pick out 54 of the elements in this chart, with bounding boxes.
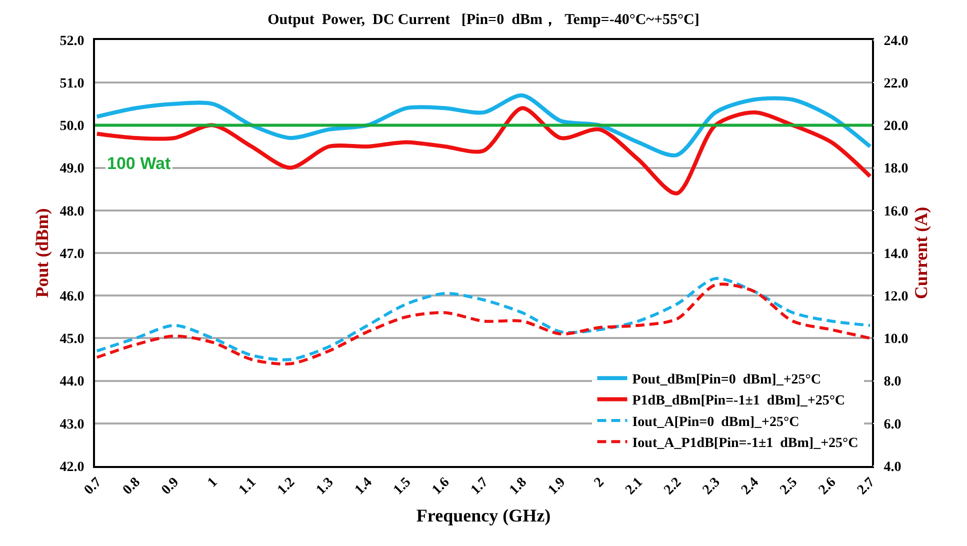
y2-tick-label: 12.0 [884, 290, 908, 304]
line-series [95, 93, 872, 158]
x-tick-label: 1.1 [236, 474, 260, 498]
y2-tick-label: 6.0 [884, 417, 902, 432]
x-tick-label: 2.5 [778, 474, 801, 498]
x-tick-label: 1.2 [275, 474, 298, 498]
y2-tick-label: 14.0 [884, 246, 908, 262]
x-tick-label: 2.6 [816, 474, 840, 498]
legend-label: Iout_A[Pin=0 dBm]_+25°C [632, 414, 800, 430]
x-tick-label: 2.4 [738, 474, 762, 498]
y-tick-label: 43.0 [60, 417, 84, 432]
x-axis-title: Frequency (GHz) [416, 506, 551, 526]
y-tick-label: 44.0 [60, 374, 84, 390]
x-tick-label: 1.3 [314, 474, 337, 498]
y-tick-label: 52.0 [60, 34, 84, 49]
x-tick-label: 1.6 [430, 474, 453, 498]
x-tick-label: 2.2 [662, 474, 685, 498]
x-tick-label: 1.9 [546, 474, 569, 498]
chart-title: Output Power, DC Current [Pin=0 dBm， Temp=-40°C~+55°C] [268, 12, 700, 28]
x-tick-label: 0.7 [82, 474, 105, 498]
y2-axis-title: Current (A) [911, 206, 931, 300]
y-axis-title: Pout (dBm) [32, 208, 52, 298]
y-tick-label: 48.0 [60, 204, 84, 220]
y-tick-label: 49.0 [60, 162, 84, 177]
y-tick-label: 51.0 [60, 76, 84, 92]
y2-tick-label: 18.0 [884, 162, 908, 177]
y-tick-label: 50.0 [60, 119, 84, 134]
x-tick-label: 2 [592, 474, 608, 491]
x-tick-label: 1 [205, 474, 221, 491]
y2-tick-label: 22.0 [884, 76, 908, 92]
x-tick-label: 1.5 [390, 474, 414, 498]
y2-tick-label: 24.0 [884, 34, 908, 49]
legend-label: Pout_dBm[Pin=0 dBm]_+25°C [632, 372, 822, 388]
line-series [95, 106, 872, 196]
y2-tick-label: 16.0 [884, 204, 908, 220]
y-tick-label: 47.0 [60, 246, 84, 262]
y-tick-label: 45.0 [60, 332, 84, 348]
y-tick-label: 46.0 [60, 290, 84, 304]
x-tick-label: 1.7 [468, 474, 492, 498]
y-tick-label: 42.0 [60, 460, 84, 475]
x-tick-label: 0.9 [159, 474, 182, 498]
ref-line-label: 100 Wat [107, 154, 171, 173]
legend-label: P1dB_dBm[Pin=-1±1 dBm]_+25°C [632, 394, 846, 409]
y2-tick-label: 10.0 [884, 332, 908, 348]
x-tick-label: 2.1 [622, 474, 646, 498]
legend-label: Iout_A_P1dB[Pin=-1±1 dBm]_+25°C [632, 436, 858, 452]
x-tick-label: 1.8 [506, 474, 530, 498]
y2-tick-label: 4.0 [884, 460, 902, 475]
y2-tick-label: 20.0 [884, 119, 908, 134]
x-tick-label: 1.4 [352, 474, 376, 498]
x-tick-label: 0.8 [120, 474, 144, 498]
x-tick-label: 2.3 [700, 474, 724, 498]
y2-tick-label: 8.0 [884, 374, 902, 390]
x-tick-label: 2.7 [854, 474, 878, 498]
